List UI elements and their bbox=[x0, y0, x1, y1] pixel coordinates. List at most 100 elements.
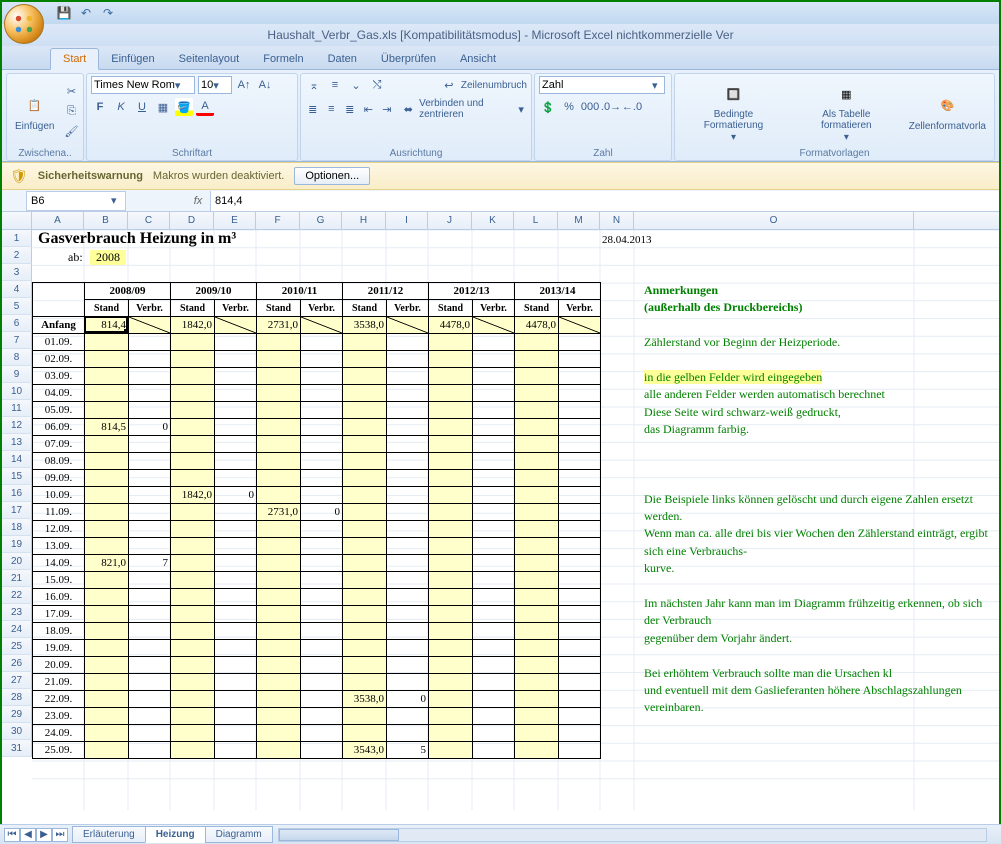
row-header-6[interactable]: 6 bbox=[2, 315, 32, 332]
redo-icon[interactable]: ↷ bbox=[100, 5, 116, 21]
italic-button[interactable]: K bbox=[112, 98, 130, 116]
row-header-20[interactable]: 20 bbox=[2, 553, 32, 570]
paste-button[interactable]: 📋 Einfügen bbox=[11, 90, 58, 134]
cut-icon[interactable]: ✂ bbox=[62, 83, 80, 101]
options-button[interactable]: Optionen... bbox=[294, 167, 370, 185]
align-bottom-icon[interactable]: ⌄ bbox=[347, 76, 365, 94]
save-icon[interactable]: 💾 bbox=[56, 5, 72, 21]
copy-icon[interactable]: ⎘ bbox=[62, 103, 80, 121]
tab-nav-last-icon[interactable]: ⏭ bbox=[52, 828, 68, 842]
office-button[interactable] bbox=[4, 4, 44, 44]
row-header-13[interactable]: 13 bbox=[2, 434, 32, 451]
font-color-icon[interactable]: A bbox=[196, 98, 214, 116]
col-header-I[interactable]: I bbox=[386, 212, 428, 229]
col-header-B[interactable]: B bbox=[84, 212, 128, 229]
undo-icon[interactable]: ↶ bbox=[78, 5, 94, 21]
comma-icon[interactable]: 000 bbox=[581, 98, 599, 116]
row-header-12[interactable]: 12 bbox=[2, 417, 32, 434]
row-header-31[interactable]: 31 bbox=[2, 740, 32, 757]
row-header-4[interactable]: 4 bbox=[2, 281, 32, 298]
tab-einfuegen[interactable]: Einfügen bbox=[99, 49, 166, 69]
col-header-J[interactable]: J bbox=[428, 212, 472, 229]
row-header-16[interactable]: 16 bbox=[2, 485, 32, 502]
row-header-5[interactable]: 5 bbox=[2, 298, 32, 315]
dec-decimal-icon[interactable]: ←.0 bbox=[623, 98, 641, 116]
name-box[interactable]: B6▾ bbox=[26, 191, 126, 211]
row-header-3[interactable]: 3 bbox=[2, 264, 32, 281]
row-header-15[interactable]: 15 bbox=[2, 468, 32, 485]
row-header-11[interactable]: 11 bbox=[2, 400, 32, 417]
number-format-select[interactable]: Zahl▾ bbox=[539, 76, 665, 94]
tab-nav-prev-icon[interactable]: ◀ bbox=[20, 828, 36, 842]
font-name-select[interactable]: Times New Rom▾ bbox=[91, 76, 195, 94]
tab-ueberpruefen[interactable]: Überprüfen bbox=[369, 49, 448, 69]
row-header-30[interactable]: 30 bbox=[2, 723, 32, 740]
tab-nav-next-icon[interactable]: ▶ bbox=[36, 828, 52, 842]
inc-decimal-icon[interactable]: .0→ bbox=[602, 98, 620, 116]
row-header-8[interactable]: 8 bbox=[2, 349, 32, 366]
sheet-tab-heizung[interactable]: Heizung bbox=[145, 826, 206, 843]
align-middle-icon[interactable]: ≡ bbox=[326, 76, 344, 94]
sheet-tab-erlaeuterung[interactable]: Erläuterung bbox=[72, 826, 146, 843]
currency-icon[interactable]: 💲 bbox=[539, 98, 557, 116]
row-header-17[interactable]: 17 bbox=[2, 502, 32, 519]
row-header-19[interactable]: 19 bbox=[2, 536, 32, 553]
bold-button[interactable]: F bbox=[91, 98, 109, 116]
fill-color-icon[interactable]: 🪣 bbox=[175, 98, 193, 116]
row-header-28[interactable]: 28 bbox=[2, 689, 32, 706]
conditional-formatting-button[interactable]: 🔲Bedingte Formatierung▾ bbox=[679, 78, 788, 145]
row-header-10[interactable]: 10 bbox=[2, 383, 32, 400]
row-header-1[interactable]: 1 bbox=[2, 230, 32, 247]
tab-formeln[interactable]: Formeln bbox=[251, 49, 315, 69]
formula-input[interactable]: 814,4 bbox=[210, 191, 999, 211]
col-header-E[interactable]: E bbox=[214, 212, 256, 229]
shrink-font-icon[interactable]: A↓ bbox=[256, 76, 274, 94]
merge-button[interactable]: Verbinden und zentrieren bbox=[419, 98, 515, 120]
grow-font-icon[interactable]: A↑ bbox=[235, 76, 253, 94]
row-header-22[interactable]: 22 bbox=[2, 587, 32, 604]
cell-styles-button[interactable]: 🎨Zellenformatvorla bbox=[905, 90, 990, 134]
data-table[interactable]: 2008/092009/102010/112011/122012/132013/… bbox=[32, 282, 601, 759]
fx-icon[interactable]: fx bbox=[186, 195, 210, 207]
align-right-icon[interactable]: ≣ bbox=[342, 100, 358, 118]
row-header-21[interactable]: 21 bbox=[2, 570, 32, 587]
percent-icon[interactable]: % bbox=[560, 98, 578, 116]
row-header-29[interactable]: 29 bbox=[2, 706, 32, 723]
col-header-H[interactable]: H bbox=[342, 212, 386, 229]
col-header-A[interactable]: A bbox=[32, 212, 84, 229]
col-header-L[interactable]: L bbox=[514, 212, 558, 229]
font-size-select[interactable]: 10▾ bbox=[198, 76, 232, 94]
orientation-icon[interactable]: ⤭ bbox=[368, 76, 386, 94]
row-header-25[interactable]: 25 bbox=[2, 638, 32, 655]
align-center-icon[interactable]: ≡ bbox=[324, 100, 340, 118]
horizontal-scrollbar[interactable] bbox=[278, 828, 987, 842]
select-all-corner[interactable] bbox=[2, 212, 32, 229]
wrap-text-icon[interactable]: ↩ bbox=[440, 76, 458, 94]
ab-year[interactable]: 2008 bbox=[90, 250, 126, 265]
col-header-O[interactable]: O bbox=[634, 212, 914, 229]
format-painter-icon[interactable]: 🖌 bbox=[62, 123, 80, 141]
row-header-7[interactable]: 7 bbox=[2, 332, 32, 349]
tab-start[interactable]: Start bbox=[50, 48, 99, 70]
merge-icon[interactable]: ⬌ bbox=[401, 100, 417, 118]
sheet-tab-diagramm[interactable]: Diagramm bbox=[205, 826, 273, 843]
underline-button[interactable]: U bbox=[133, 98, 151, 116]
align-top-icon[interactable]: ⌅ bbox=[305, 76, 323, 94]
wrap-text-button[interactable]: Zeilenumbruch bbox=[461, 80, 527, 91]
format-as-table-button[interactable]: ▦Als Tabelle formatieren▾ bbox=[792, 78, 901, 145]
col-header-M[interactable]: M bbox=[558, 212, 600, 229]
tab-daten[interactable]: Daten bbox=[316, 49, 369, 69]
row-header-2[interactable]: 2 bbox=[2, 247, 32, 264]
grid[interactable]: 1234567891011121314151617181920212223242… bbox=[2, 230, 999, 810]
col-header-K[interactable]: K bbox=[472, 212, 514, 229]
border-icon[interactable]: ▦ bbox=[154, 98, 172, 116]
align-left-icon[interactable]: ≣ bbox=[305, 100, 321, 118]
row-header-24[interactable]: 24 bbox=[2, 621, 32, 638]
tab-ansicht[interactable]: Ansicht bbox=[448, 49, 508, 69]
indent-dec-icon[interactable]: ⇤ bbox=[361, 100, 377, 118]
tab-nav-first-icon[interactable]: ⏮ bbox=[4, 828, 20, 842]
row-header-14[interactable]: 14 bbox=[2, 451, 32, 468]
col-header-D[interactable]: D bbox=[170, 212, 214, 229]
row-header-23[interactable]: 23 bbox=[2, 604, 32, 621]
row-header-27[interactable]: 27 bbox=[2, 672, 32, 689]
